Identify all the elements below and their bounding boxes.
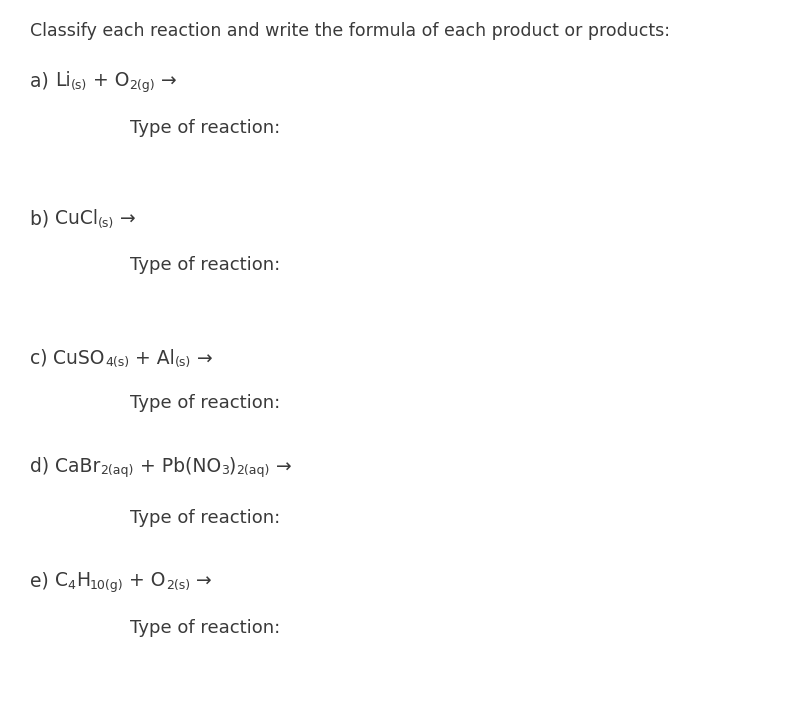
Text: + Pb(NO: + Pb(NO [134, 457, 221, 476]
Text: Type of reaction:: Type of reaction: [130, 509, 280, 527]
Text: (s): (s) [70, 79, 86, 92]
Text: Type of reaction:: Type of reaction: [130, 619, 280, 637]
Text: 10(g): 10(g) [90, 579, 123, 592]
Text: Type of reaction:: Type of reaction: [130, 394, 280, 412]
Text: CuCl: CuCl [55, 209, 98, 228]
Text: (s): (s) [174, 356, 191, 369]
Text: Classify each reaction and write the formula of each product or products:: Classify each reaction and write the for… [30, 22, 670, 40]
Text: →: → [190, 571, 212, 591]
Text: e): e) [30, 571, 54, 591]
Text: 2(g): 2(g) [129, 79, 154, 92]
Text: + O: + O [86, 72, 129, 91]
Text: (s): (s) [98, 217, 114, 230]
Text: C: C [54, 571, 68, 591]
Text: a): a) [30, 72, 54, 91]
Text: ): ) [229, 457, 236, 476]
Text: Li: Li [54, 72, 70, 91]
Text: CaBr: CaBr [55, 457, 101, 476]
Text: c): c) [30, 349, 54, 367]
Text: CuSO: CuSO [54, 349, 105, 367]
Text: b): b) [30, 209, 55, 228]
Text: 2(aq): 2(aq) [236, 464, 270, 477]
Text: →: → [191, 349, 213, 367]
Text: →: → [270, 457, 291, 476]
Text: d): d) [30, 457, 55, 476]
Text: 2(aq): 2(aq) [101, 464, 134, 477]
Text: Type of reaction:: Type of reaction: [130, 256, 280, 274]
Text: 4: 4 [68, 579, 76, 592]
Text: 2(s): 2(s) [166, 579, 190, 592]
Text: H: H [76, 571, 90, 591]
Text: →: → [114, 209, 136, 228]
Text: Type of reaction:: Type of reaction: [130, 119, 280, 137]
Text: 4(s): 4(s) [105, 356, 129, 369]
Text: 3: 3 [221, 464, 229, 477]
Text: + O: + O [123, 571, 166, 591]
Text: + Al: + Al [129, 349, 174, 367]
Text: →: → [154, 72, 176, 91]
